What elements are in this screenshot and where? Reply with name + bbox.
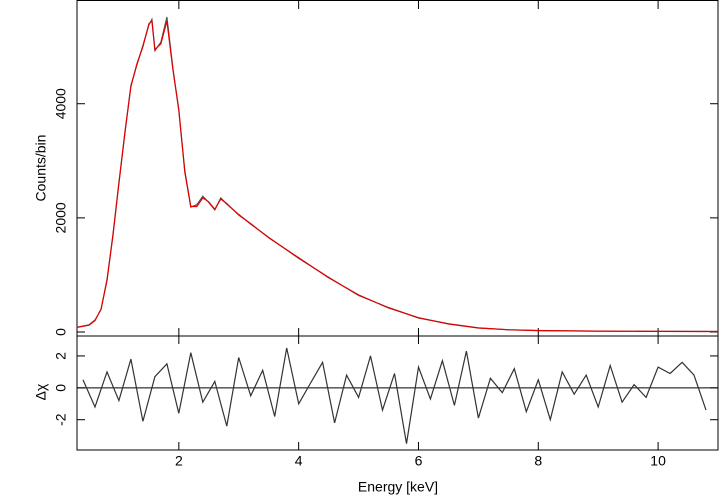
y-tick-label: 4000: [53, 88, 69, 119]
x-tick-label: 6: [415, 453, 423, 469]
data-line: [76, 16, 719, 333]
y-tick-label: 0: [53, 328, 69, 336]
data-line: [76, 19, 719, 333]
x-tick-label: 8: [534, 453, 542, 469]
x-tick-label: 4: [295, 453, 303, 469]
y-tick-label: 0: [53, 384, 69, 392]
top-frame: [76, 0, 719, 337]
x-tick-label: 2: [175, 453, 183, 469]
x-tick-label: 10: [650, 453, 666, 469]
residual-frame: [76, 335, 719, 451]
x-axis-label: Energy [keV]: [358, 479, 438, 495]
y-axis-label: Counts/bin: [33, 135, 49, 202]
y-tick-label: -2: [53, 413, 69, 426]
y-tick-label: 2: [53, 352, 69, 360]
residual-axis-label: Δχ: [33, 383, 49, 400]
y-tick-label: 2000: [53, 202, 69, 233]
data-line: [82, 347, 707, 444]
